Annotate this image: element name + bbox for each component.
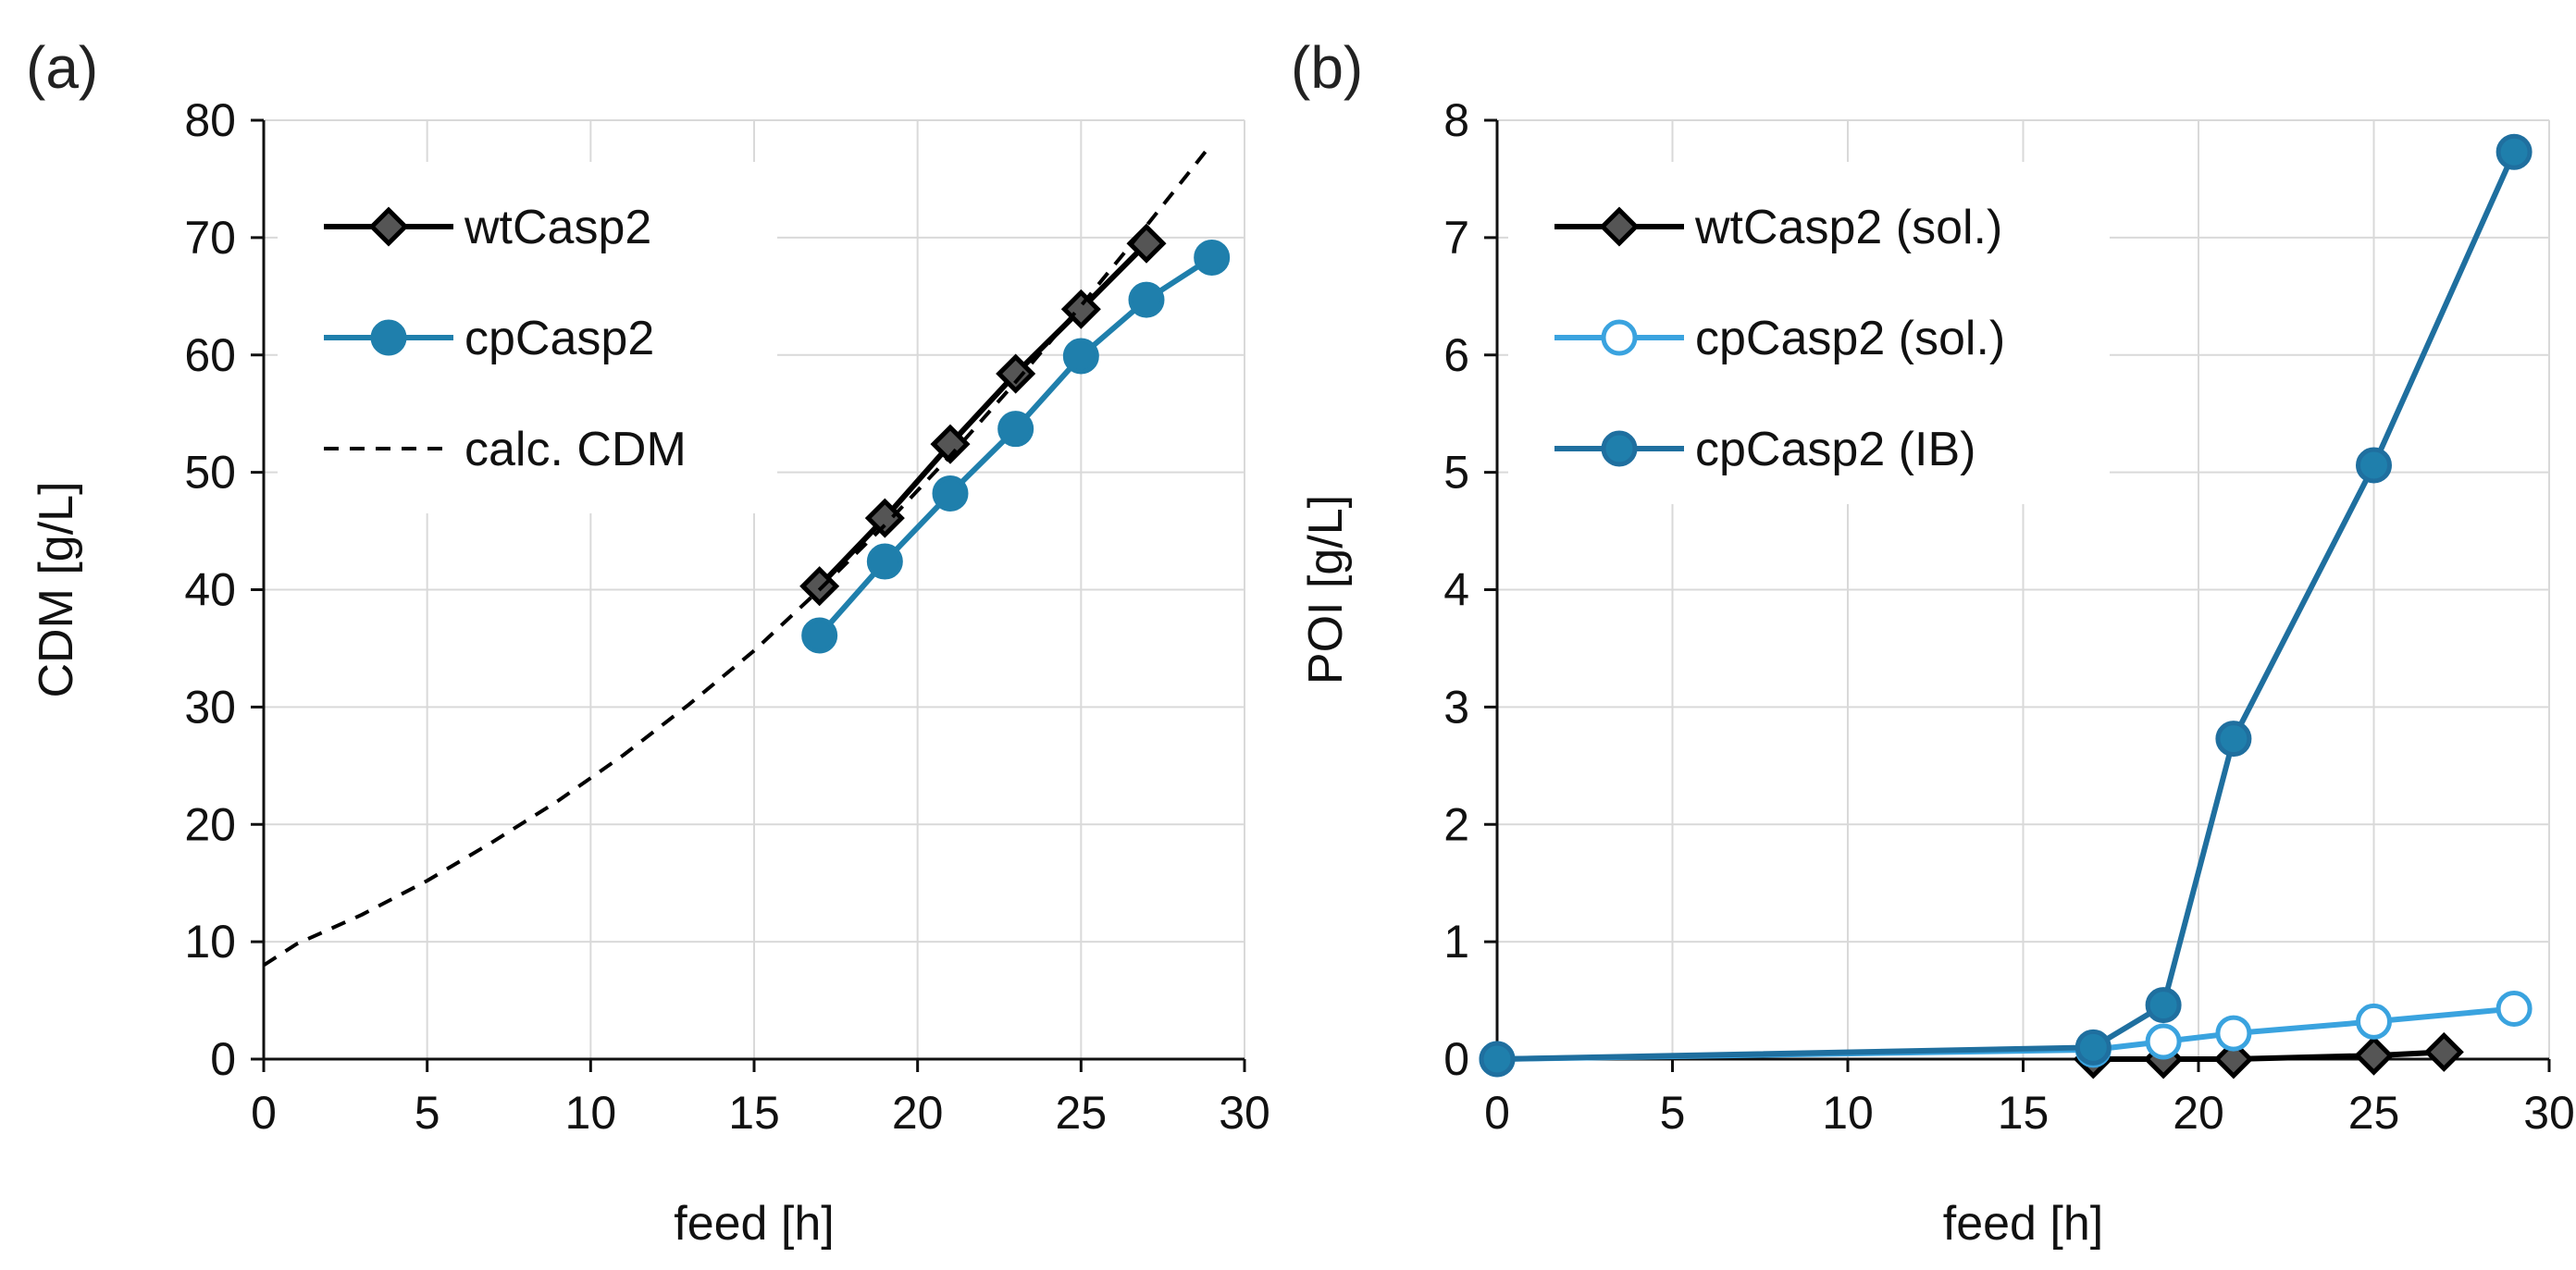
legend-label: cpCasp2 (sol.) xyxy=(1695,312,2005,365)
data-point xyxy=(2496,990,2533,1027)
y-tick-label: 40 xyxy=(184,564,236,616)
data-point xyxy=(1479,1041,1516,1078)
data-point xyxy=(2353,1035,2395,1076)
legend-marker xyxy=(1601,319,1638,356)
data-point xyxy=(2145,987,2182,1024)
y-tick-label: 30 xyxy=(184,681,236,733)
x-tick-label: 25 xyxy=(1056,1087,1108,1139)
panel-label: (b) xyxy=(1291,34,1363,101)
y-tick-label: 20 xyxy=(184,798,236,850)
data-point xyxy=(2356,1003,2392,1040)
x-tick-label: 15 xyxy=(1998,1087,2050,1139)
series-line xyxy=(1496,151,2517,1062)
data-point xyxy=(997,411,1034,448)
y-tick-label: 4 xyxy=(1443,564,1469,616)
legend-label: cpCasp2 xyxy=(464,312,654,365)
series-line xyxy=(817,241,1149,588)
y-tick-label: 6 xyxy=(1443,329,1469,381)
legend-label: cpCasp2 (IB) xyxy=(1695,423,1975,476)
data-point xyxy=(2215,1015,2252,1052)
y-axis-title: CDM [g/L] xyxy=(30,481,83,697)
data-point xyxy=(799,566,840,607)
y-tick-label: 50 xyxy=(184,447,236,499)
y-axis-title: POI [g/L] xyxy=(1299,495,1353,684)
data-point xyxy=(2145,1023,2182,1060)
legend-marker xyxy=(1601,430,1638,467)
x-tick-label: 20 xyxy=(2173,1087,2224,1139)
y-tick-label: 5 xyxy=(1443,447,1469,499)
data-point xyxy=(1062,338,1099,375)
legend-marker xyxy=(1599,206,1640,247)
y-tick-label: 1 xyxy=(1443,916,1469,968)
data-point xyxy=(866,543,903,580)
x-tick-label: 25 xyxy=(2348,1087,2400,1139)
x-tick-label: 20 xyxy=(892,1087,944,1139)
x-axis-title: feed [h] xyxy=(1943,1197,2103,1251)
data-point xyxy=(1194,239,1231,276)
series-1 xyxy=(801,239,1231,654)
y-tick-label: 3 xyxy=(1443,681,1469,733)
legend-marker xyxy=(368,206,409,247)
data-point xyxy=(2074,1029,2112,1066)
legend-marker xyxy=(370,319,407,356)
data-point xyxy=(2496,133,2533,170)
chart-panel-0: 0 10 20 30 40 50 60 70 80 0 5 10 15 20 25 30 feed [h] CDM… xyxy=(26,34,1270,1251)
y-tick-label: 7 xyxy=(1443,212,1469,264)
legend-label: wtCasp2 xyxy=(464,201,651,254)
y-tick-label: 10 xyxy=(184,916,236,968)
series-2 xyxy=(1479,133,2533,1078)
x-tick-label: 30 xyxy=(1219,1087,1270,1139)
x-tick-label: 10 xyxy=(1822,1087,1874,1139)
y-tick-label: 0 xyxy=(1443,1033,1469,1085)
x-tick-label: 30 xyxy=(2523,1087,2575,1139)
series-0 xyxy=(2073,1031,2464,1079)
data-point xyxy=(932,475,969,512)
x-tick-label: 0 xyxy=(1484,1087,1510,1139)
y-tick-label: 8 xyxy=(1443,94,1469,146)
panel-label: (a) xyxy=(26,34,98,101)
series-0 xyxy=(799,223,1167,607)
x-tick-label: 5 xyxy=(1660,1087,1686,1139)
y-tick-label: 2 xyxy=(1443,798,1469,850)
x-tick-label: 15 xyxy=(728,1087,780,1139)
data-point xyxy=(801,617,838,654)
x-tick-label: 10 xyxy=(565,1087,617,1139)
data-point xyxy=(930,424,971,464)
data-point xyxy=(2356,447,2392,484)
y-tick-label: 80 xyxy=(184,94,236,146)
data-point xyxy=(2423,1031,2464,1072)
y-tick-label: 70 xyxy=(184,212,236,264)
data-point xyxy=(1128,281,1165,318)
data-point xyxy=(2215,721,2252,758)
chart-panel-1: 0 1 2 3 4 5 6 7 8 0 5 10 15 20 25 30 feed [h] POI [g/L] (b… xyxy=(1291,34,2575,1251)
y-tick-label: 60 xyxy=(184,329,236,381)
data-point xyxy=(996,353,1036,394)
x-tick-label: 5 xyxy=(415,1087,440,1139)
legend-label: wtCasp2 (sol.) xyxy=(1694,201,2002,254)
y-tick-label: 0 xyxy=(210,1033,236,1085)
x-axis-title: feed [h] xyxy=(674,1197,834,1251)
data-point xyxy=(2213,1039,2254,1079)
x-tick-label: 0 xyxy=(251,1087,277,1139)
legend-label: calc. CDM xyxy=(464,423,687,476)
